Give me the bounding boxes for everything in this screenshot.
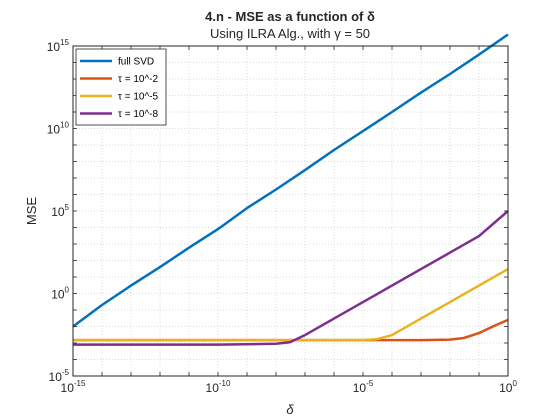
x-tick-label: 10-10 xyxy=(206,379,231,395)
y-axis-label: MSE xyxy=(24,197,39,226)
legend-label-2: τ = 10^-5 xyxy=(118,92,158,103)
chart-subtitle: Using ILRA Alg., with γ = 50 xyxy=(210,26,370,41)
chart-title: 4.n - MSE as a function of δ xyxy=(205,9,375,24)
tick-labels: 10-15 10-10 10-5 100 10-5 100 105 1010 1015 xyxy=(47,38,518,395)
legend: full SVD τ = 10^-2 τ = 10^-5 τ = 10^-8 xyxy=(75,48,167,126)
series-line-0 xyxy=(72,33,509,328)
y-tick-label: 10-5 xyxy=(49,368,70,384)
y-tick-label: 100 xyxy=(51,286,69,302)
legend-label-0: full SVD xyxy=(118,57,154,68)
series-line-3 xyxy=(73,210,509,346)
x-axis-label: δ xyxy=(286,402,294,417)
legend-label-3: τ = 10^-8 xyxy=(118,109,158,120)
series-layer xyxy=(72,33,509,346)
y-tick-label: 105 xyxy=(51,203,69,219)
x-tick-label: 100 xyxy=(499,379,517,395)
x-tick-label: 10-15 xyxy=(61,379,86,395)
y-tick-label: 1010 xyxy=(47,121,70,137)
series-line-2 xyxy=(73,268,509,342)
legend-label-1: τ = 10^-2 xyxy=(118,74,158,85)
y-tick-label: 1015 xyxy=(47,38,70,54)
x-tick-label: 10-5 xyxy=(353,379,374,395)
